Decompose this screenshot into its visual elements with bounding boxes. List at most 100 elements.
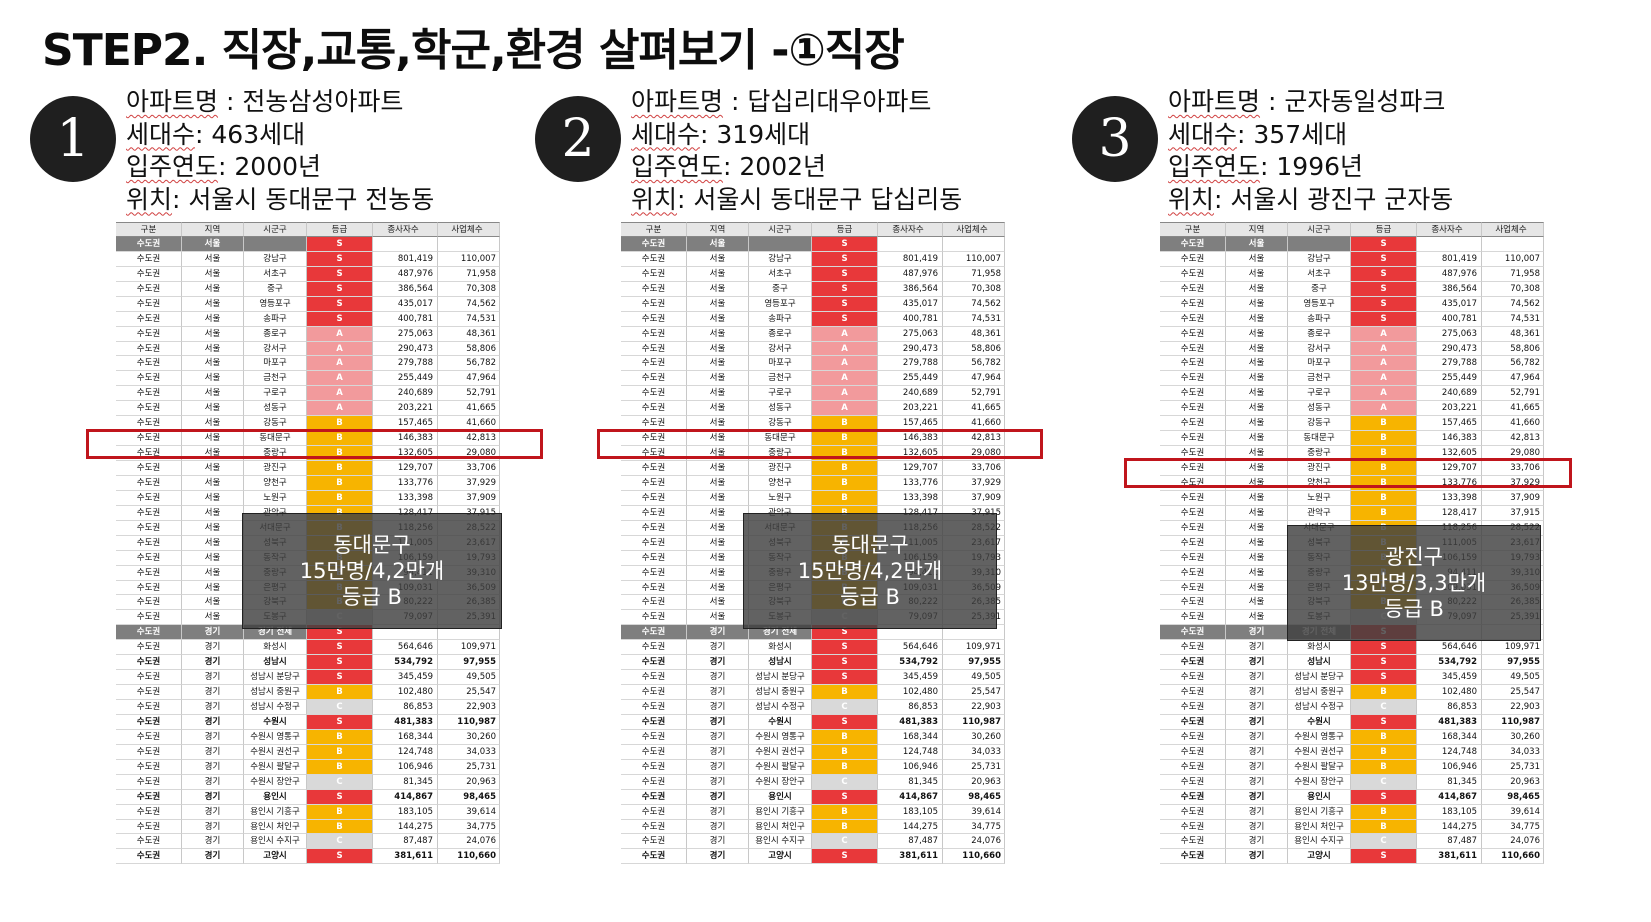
table-cell: 400,781 bbox=[878, 311, 943, 327]
table-cell: 서울 bbox=[182, 281, 244, 297]
table-cell: 수도권 bbox=[116, 685, 182, 700]
table-cell: 33,706 bbox=[438, 461, 500, 476]
table-row: 수도권 서울 노원구 B 133,398 37,909 bbox=[116, 490, 526, 506]
table-cell: 39,614 bbox=[438, 804, 500, 820]
table-cell: 마포구 bbox=[749, 356, 812, 372]
table-cell: 서울 bbox=[687, 296, 749, 312]
table-row: 수도권 경기 수원시 팔달구 B 106,946 25,731 bbox=[1160, 759, 1570, 775]
table-cell: 132,605 bbox=[373, 446, 438, 461]
table-cell: 534,792 bbox=[1417, 655, 1482, 671]
table-cell: 수도권 bbox=[1160, 700, 1226, 715]
move-in-year-line: 입주연도: 2000년 bbox=[126, 151, 434, 184]
table-cell: 24,076 bbox=[943, 834, 1005, 850]
table-row: 수도권 서울 구로구 A 240,689 52,791 bbox=[1160, 386, 1570, 402]
table-cell: 33,706 bbox=[943, 461, 1005, 476]
table-cell: 경기 bbox=[687, 700, 749, 715]
table-cell: S bbox=[1351, 311, 1417, 327]
table-cell: 수도권 bbox=[621, 296, 687, 312]
table-row: 수도권 경기 성남시 수정구 C 86,853 22,903 bbox=[621, 700, 1031, 715]
table-cell: 110,007 bbox=[1482, 251, 1544, 267]
table-cell: 144,275 bbox=[1417, 819, 1482, 835]
table-cell: 서울 bbox=[687, 446, 749, 461]
table-cell: 용인시 기흥구 bbox=[244, 804, 307, 820]
table-cell: 용인시 처인구 bbox=[244, 819, 307, 835]
table-cell: 서울 bbox=[687, 490, 749, 506]
table-cell: 110,987 bbox=[943, 714, 1005, 730]
table-row: 수도권 경기 용인시 S 414,867 98,465 bbox=[1160, 789, 1570, 805]
table-row: 수도권 경기 수원시 S 481,383 110,987 bbox=[621, 714, 1031, 730]
table-cell: 수도권 bbox=[1160, 535, 1226, 551]
table-cell: A bbox=[812, 371, 878, 387]
table-cell: A bbox=[1351, 341, 1417, 357]
table-cell: 수도권 bbox=[1160, 729, 1226, 745]
table-cell: 노원구 bbox=[244, 490, 307, 506]
table-cell: 수도권 bbox=[621, 789, 687, 805]
table-cell: 서울 bbox=[1226, 595, 1288, 611]
panel-number-badge: 2 bbox=[535, 96, 621, 182]
household-count-line: 세대수: 463세대 bbox=[126, 119, 434, 152]
table-cell: B bbox=[1351, 490, 1417, 506]
table-row: 수도권 서울 강남구 S 801,419 110,007 bbox=[116, 251, 526, 267]
table-cell: 성동구 bbox=[749, 401, 812, 417]
table-cell: 수도권 bbox=[116, 520, 182, 536]
table-row: 수도권 경기 수원시 S 481,383 110,987 bbox=[1160, 714, 1570, 730]
table-cell: 수도권 bbox=[1160, 849, 1226, 865]
table-cell: 30,260 bbox=[943, 729, 1005, 745]
table-row: 수도권 서울 서초구 S 487,976 71,958 bbox=[116, 266, 526, 282]
table-cell: 132,605 bbox=[878, 446, 943, 461]
table-cell: 수도권 bbox=[116, 505, 182, 521]
table-row: 수도권 서울 강남구 S 801,419 110,007 bbox=[621, 251, 1031, 267]
table-cell: 34,775 bbox=[1482, 819, 1544, 835]
table-cell: 경기 전체 bbox=[749, 625, 812, 641]
move-in-year-label: 입주연도 bbox=[1168, 152, 1261, 181]
table-cell: 수도권 bbox=[621, 475, 687, 491]
table-cell: 성남시 중원구 bbox=[1288, 685, 1351, 700]
table-cell: 58,806 bbox=[1482, 341, 1544, 357]
table-row: 수도권 서울 노원구 B 133,398 37,909 bbox=[621, 490, 1031, 506]
column-header: 사업체수 bbox=[438, 222, 500, 237]
table-row: 수도권 서울 성동구 A 203,221 41,665 bbox=[621, 401, 1031, 417]
label-separator: : bbox=[195, 119, 212, 149]
table-cell: S bbox=[1351, 640, 1417, 656]
summary-overlay: 광진구 13만명/3,3만개 등급 B bbox=[1287, 525, 1541, 641]
table-cell: 서울 bbox=[182, 341, 244, 357]
table-cell: 47,964 bbox=[943, 371, 1005, 387]
table-cell: S bbox=[1351, 670, 1417, 686]
move-in-year-value: 2002년 bbox=[739, 152, 827, 181]
table-cell: 129,707 bbox=[878, 461, 943, 476]
table-cell: 86,853 bbox=[373, 700, 438, 715]
table-cell: 수도권 bbox=[1160, 520, 1226, 536]
table-cell: 203,221 bbox=[1417, 401, 1482, 417]
table-cell: 487,976 bbox=[1417, 266, 1482, 282]
table-cell: C bbox=[307, 700, 373, 715]
table-row: 수도권 서울 노원구 B 133,398 37,909 bbox=[1160, 490, 1570, 506]
table-row: 수도권 서울 서초구 S 487,976 71,958 bbox=[621, 266, 1031, 282]
move-in-year-value: 1996년 bbox=[1276, 152, 1364, 181]
table-cell: 수원시 영통구 bbox=[749, 729, 812, 745]
table-cell: 수도권 bbox=[621, 655, 687, 671]
table-row: 수도권 경기 용인시 수지구 C 87,487 24,076 bbox=[1160, 834, 1570, 850]
table-cell: 서울 bbox=[687, 266, 749, 282]
table-cell: 수도권 bbox=[621, 311, 687, 327]
table-cell: 수도권 bbox=[621, 849, 687, 865]
table-row: 수도권 서울 강남구 S 801,419 110,007 bbox=[1160, 251, 1570, 267]
table-cell: 경기 bbox=[1226, 834, 1288, 850]
table-cell: 노원구 bbox=[749, 490, 812, 506]
table-cell: A bbox=[1351, 326, 1417, 342]
table-cell: 수도권 bbox=[1160, 401, 1226, 417]
overlay-l1: 동대문구 bbox=[333, 533, 411, 557]
table-cell: 경기 bbox=[1226, 640, 1288, 656]
table-row: 수도권 경기 수원시 영통구 B 168,344 30,260 bbox=[116, 729, 526, 745]
location-value: 서울시 동대문구 전농동 bbox=[188, 184, 435, 214]
table-cell: 동대문구 bbox=[749, 431, 812, 447]
table-cell: 서울 bbox=[687, 520, 749, 536]
table-cell: 서울 bbox=[687, 311, 749, 327]
table-row: 수도권 경기 성남시 중원구 B 102,480 25,547 bbox=[116, 685, 526, 700]
table-cell: 수도권 bbox=[116, 236, 182, 252]
table-cell: 서울 bbox=[182, 461, 244, 476]
table-cell: 경기 bbox=[182, 774, 244, 790]
table-cell: 수원시 권선구 bbox=[244, 744, 307, 760]
table-cell bbox=[373, 236, 438, 252]
table-cell: A bbox=[1351, 401, 1417, 417]
table-cell: 강서구 bbox=[244, 341, 307, 357]
